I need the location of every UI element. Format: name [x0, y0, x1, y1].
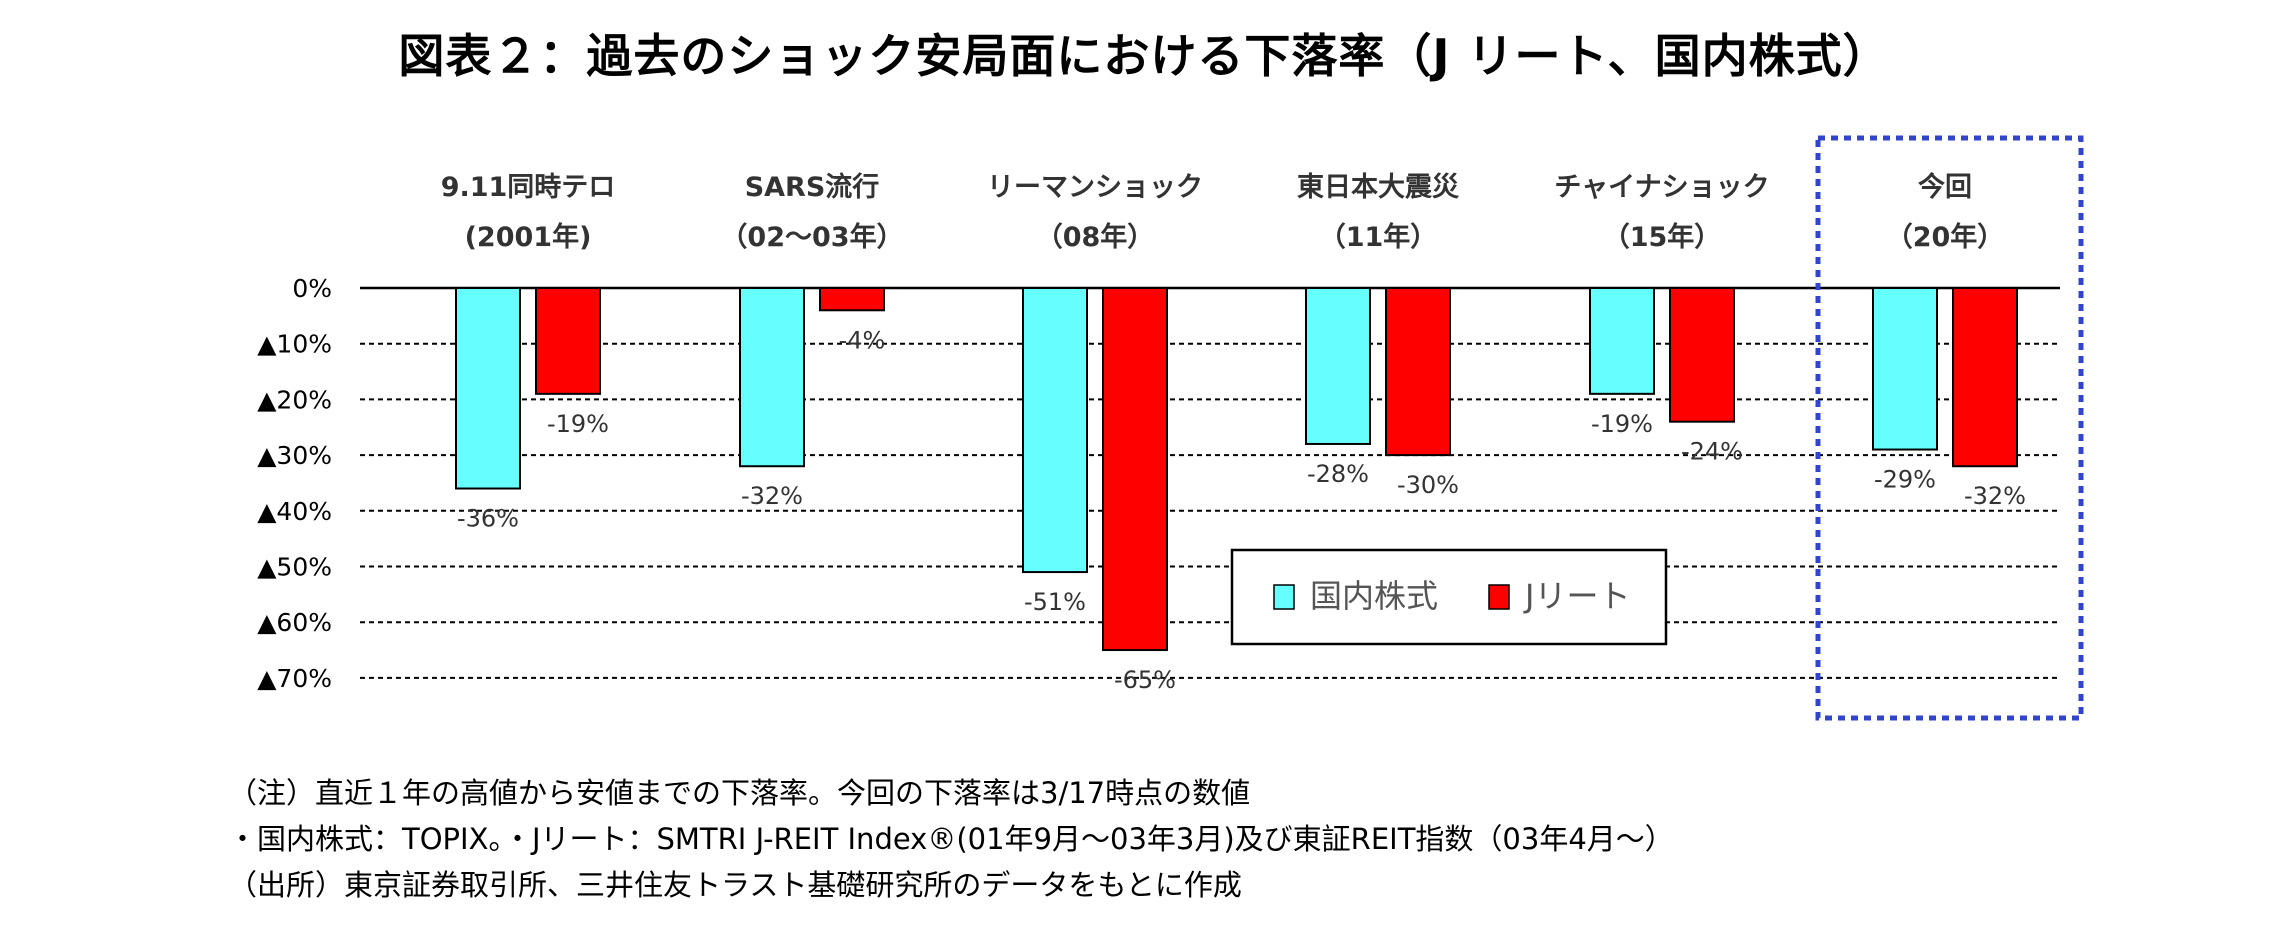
data-label: -51%	[1024, 588, 1086, 616]
bar-domestic-stocks	[1022, 287, 1088, 574]
note-line: （注）直近１年の高値から安値までの下落率。今回の下落率は3/17時点の数値	[228, 776, 1251, 810]
y-tick-label: ▲30%	[257, 441, 332, 470]
legend-swatch-j-reit	[1488, 584, 1510, 610]
bar-j-reit	[1669, 287, 1735, 423]
category-period-label: （11年）	[1319, 221, 1438, 253]
category-period-label: （02～03年）	[720, 221, 903, 253]
data-label: -19%	[1591, 410, 1653, 438]
footnotes: （注）直近１年の高値から安値までの下落率。今回の下落率は3/17時点の数値 ・国…	[228, 770, 1674, 908]
category-label: チャイナショック	[1554, 172, 1769, 203]
data-label: -29%	[1874, 466, 1936, 494]
bar-j-reit	[1952, 287, 2018, 468]
note-line: （出所）東京証券取引所、三井住友トラスト基礎研究所のデータをもとに作成	[228, 868, 1242, 902]
y-tick-label: ▲60%	[257, 608, 332, 637]
category-label: 今回	[1918, 171, 1972, 203]
y-tick-label: 0%	[292, 274, 332, 303]
y-tick-label: ▲10%	[257, 330, 332, 359]
bar-j-reit	[535, 287, 601, 395]
y-tick-label: ▲70%	[257, 664, 332, 693]
category-label: 東日本大震災	[1297, 172, 1460, 203]
y-tick-label: ▲50%	[257, 553, 332, 582]
legend-label-j-reit: Jリート	[1523, 577, 1630, 615]
y-tick-label: ▲20%	[257, 385, 332, 414]
category-period-label: （08年）	[1036, 221, 1155, 253]
category-label: SARS流行	[745, 171, 880, 203]
bar-domestic-stocks	[1589, 287, 1655, 395]
category-label: 9.11同時テロ	[441, 172, 616, 203]
bar-domestic-stocks	[739, 287, 805, 468]
data-label: -36%	[457, 505, 519, 533]
data-label: -32%	[741, 482, 803, 510]
data-label: -28%	[1307, 460, 1369, 488]
highlight-box	[1815, 135, 2084, 721]
bar-domestic-stocks	[1872, 287, 1938, 451]
legend-label-domestic-stocks: 国内株式	[1310, 577, 1438, 615]
data-label: -65%	[1114, 666, 1176, 694]
chart-title: 図表２：過去のショック安局面における下落率（J リート、国内株式）	[398, 29, 1890, 83]
bar-j-reit	[1102, 287, 1168, 652]
y-tick-label: ▲40%	[257, 497, 332, 526]
legend-box	[1230, 548, 1668, 646]
data-label: -24%	[1681, 438, 1743, 466]
category-label: リーマンショック	[987, 172, 1203, 203]
bar-j-reit	[819, 287, 885, 312]
data-label: -30%	[1397, 471, 1459, 499]
category-period-label: （15年）	[1603, 221, 1722, 253]
legend-swatch-domestic-stocks	[1273, 584, 1295, 610]
data-label: -32%	[1964, 482, 2026, 510]
data-label: -4%	[839, 326, 886, 354]
bar-domestic-stocks	[455, 287, 521, 490]
data-label: -19%	[547, 410, 609, 438]
bar-domestic-stocks	[1305, 287, 1371, 445]
note-line: ・国内株式：TOPIX。・Jリート：SMTRI J-REIT Index®(01…	[228, 822, 1674, 856]
bar-j-reit	[1385, 287, 1451, 457]
category-period-label: （20年）	[1886, 221, 2005, 253]
category-period-label: (2001年)	[465, 221, 592, 253]
